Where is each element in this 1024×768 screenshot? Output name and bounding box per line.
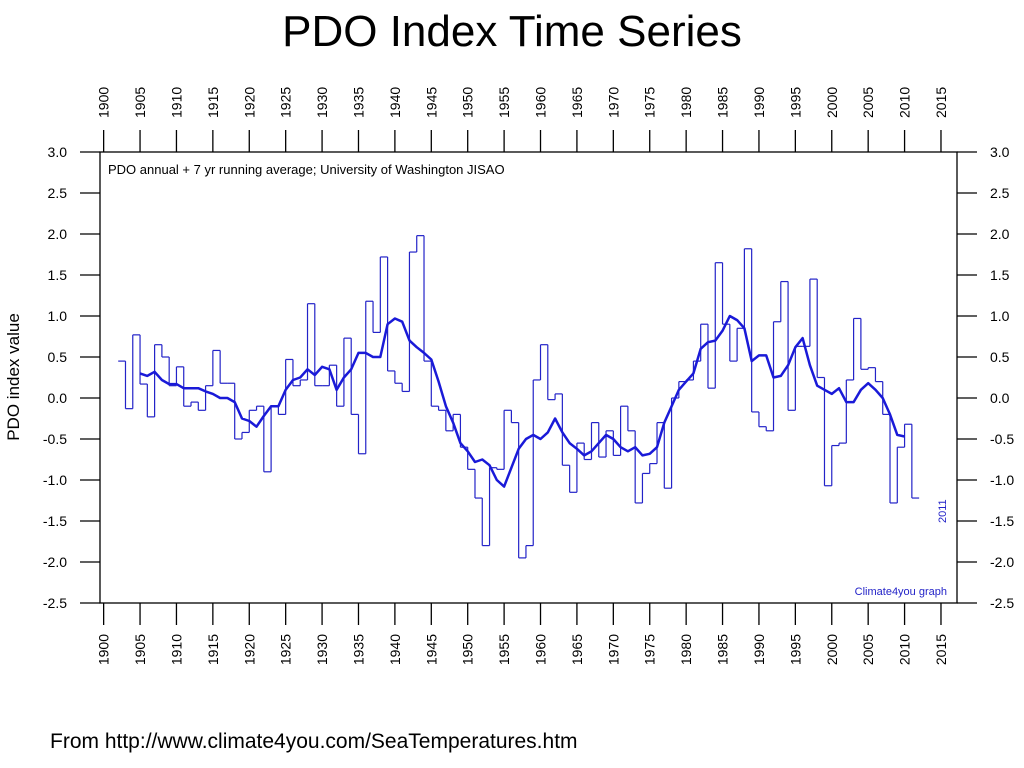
y-axis-label: PDO index value (4, 313, 23, 441)
x-tick-label: 1990 (751, 634, 767, 665)
x-tick-label: 1950 (460, 87, 476, 118)
x-tick-label: 2000 (824, 87, 840, 118)
x-tick-label: 1965 (569, 87, 585, 118)
x-tick-label: 1995 (787, 87, 803, 118)
y-tick-label: 1.5 (990, 267, 1010, 283)
annotation: PDO annual + 7 yr running average; Unive… (108, 162, 505, 177)
x-tick-label: 1955 (496, 634, 512, 665)
x-tick-label: 1935 (350, 87, 366, 118)
x-tick-label: 1930 (314, 634, 330, 665)
annotation: Climate4you graph (855, 586, 947, 598)
x-tick-label: 1960 (533, 87, 549, 118)
y-tick-label: -2.0 (990, 554, 1014, 570)
x-tick-label: 1960 (533, 634, 549, 665)
x-tick-label: 2015 (933, 634, 949, 665)
x-tick-label: 1955 (496, 87, 512, 118)
x-tick-label: 1950 (460, 634, 476, 665)
source-note: From http://www.climate4you.com/SeaTempe… (50, 730, 578, 753)
y-tick-label: 3.0 (990, 144, 1010, 160)
y-tick-label: 1.0 (990, 308, 1010, 324)
y-tick-label: 0.0 (48, 390, 68, 406)
y-tick-label: -1.0 (43, 472, 67, 488)
x-tick-label: 1940 (387, 87, 403, 118)
annotation: 2011 (937, 499, 949, 523)
x-tick-label: 1980 (678, 634, 694, 665)
y-tick-label: -0.5 (43, 431, 67, 447)
running-average (139, 314, 905, 488)
y-tick-label: -2.5 (43, 595, 67, 611)
x-tick-label: 2005 (860, 87, 876, 118)
x-tick-label: 1970 (605, 634, 621, 665)
x-tick-label: 1990 (751, 87, 767, 118)
y-tick-label: 2.0 (48, 226, 68, 242)
x-tick-label: 1970 (605, 87, 621, 118)
x-tick-label: 1925 (278, 87, 294, 118)
y-tick-label: 0.0 (990, 390, 1010, 406)
y-tick-label: -2.0 (43, 554, 67, 570)
x-tick-label: 1965 (569, 634, 585, 665)
x-tick-label: 1975 (642, 87, 658, 118)
y-tick-label: -1.0 (990, 472, 1014, 488)
y-tick-label: 2.0 (990, 226, 1010, 242)
y-tick-label: 2.5 (990, 185, 1010, 201)
x-tick-label: 1910 (168, 634, 184, 665)
x-tick-label: 1985 (715, 87, 731, 118)
x-tick-label: 1905 (132, 87, 148, 118)
y-tick-label: -1.5 (990, 513, 1014, 529)
y-tick-label: 1.5 (48, 267, 68, 283)
x-tick-label: 1905 (132, 634, 148, 665)
y-tick-label: 3.0 (48, 144, 68, 160)
x-tick-label: 2010 (897, 87, 913, 118)
x-tick-label: 1935 (350, 634, 366, 665)
y-tick-label: 1.0 (48, 308, 68, 324)
x-tick-label: 1900 (96, 87, 112, 118)
x-tick-label: 1995 (787, 634, 803, 665)
x-tick-label: 2000 (824, 634, 840, 665)
y-tick-label: 0.5 (990, 349, 1010, 365)
x-tick-label: 1910 (168, 87, 184, 118)
x-tick-label: 1980 (678, 87, 694, 118)
y-tick-label: -2.5 (990, 595, 1014, 611)
y-tick-label: 0.5 (48, 349, 68, 365)
x-tick-label: 1920 (241, 634, 257, 665)
y-tick-label: 2.5 (48, 185, 68, 201)
x-tick-label: 1945 (423, 87, 439, 118)
x-tick-label: 2015 (933, 87, 949, 118)
x-tick-label: 1940 (387, 634, 403, 665)
x-tick-label: 1925 (278, 634, 294, 665)
x-tick-label: 1975 (642, 634, 658, 665)
x-tick-label: 1945 (423, 634, 439, 665)
x-tick-label: 1985 (715, 634, 731, 665)
y-tick-label: -0.5 (990, 431, 1014, 447)
x-tick-label: 2005 (860, 634, 876, 665)
y-tick-label: -1.5 (43, 513, 67, 529)
x-tick-label: 1900 (96, 634, 112, 665)
x-tick-label: 1915 (205, 634, 221, 665)
plot-frame (99, 151, 958, 604)
x-tick-label: 1915 (205, 87, 221, 118)
chart-title: PDO Index Time Series (282, 7, 742, 56)
x-tick-label: 1930 (314, 87, 330, 118)
x-tick-label: 2010 (897, 634, 913, 665)
x-tick-label: 1920 (241, 87, 257, 118)
